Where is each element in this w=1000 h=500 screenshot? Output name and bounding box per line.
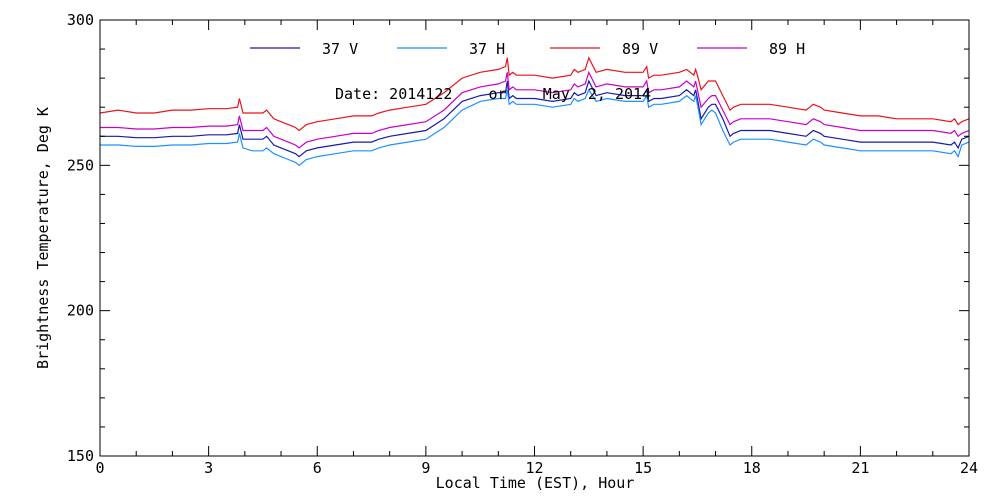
x-axis-label: Local Time (EST), Hour [436, 474, 635, 492]
x-tick-label: 21 [851, 459, 869, 477]
series-line-1 [100, 88, 970, 167]
legend-label-1: 37 H [469, 40, 505, 58]
tick-layer: 0 3 6 9 12 15 18 21 24 150 200 250 300 [67, 11, 978, 477]
y-tick-label: 300 [67, 11, 94, 29]
legend: 37 V 37 H 89 V 89 H [250, 40, 805, 58]
x-tick-label: 24 [960, 459, 978, 477]
legend-label-2: 89 V [622, 40, 658, 58]
x-tick-label: 9 [421, 459, 430, 477]
y-tick-label: 150 [67, 447, 94, 465]
x-tick-label: 6 [313, 459, 322, 477]
series-line-0 [100, 79, 970, 158]
x-tick-label: 15 [634, 459, 652, 477]
legend-label-3: 89 H [769, 40, 805, 58]
x-tick-label: 12 [525, 459, 543, 477]
y-tick-label: 250 [67, 156, 94, 174]
series-line-2 [99, 56, 970, 132]
chart-annotation: Date: 2014122 or May 2, 2014 [335, 85, 651, 103]
series-layer [99, 56, 970, 167]
x-tick-label: 3 [204, 459, 213, 477]
legend-label-0: 37 V [322, 40, 358, 58]
series-line-3 [100, 70, 970, 149]
y-axis-label: Brightness Temperature, Deg K [34, 107, 52, 369]
y-tick-label: 200 [67, 302, 94, 320]
x-tick-label: 18 [743, 459, 761, 477]
x-tick-label: 0 [95, 459, 104, 477]
